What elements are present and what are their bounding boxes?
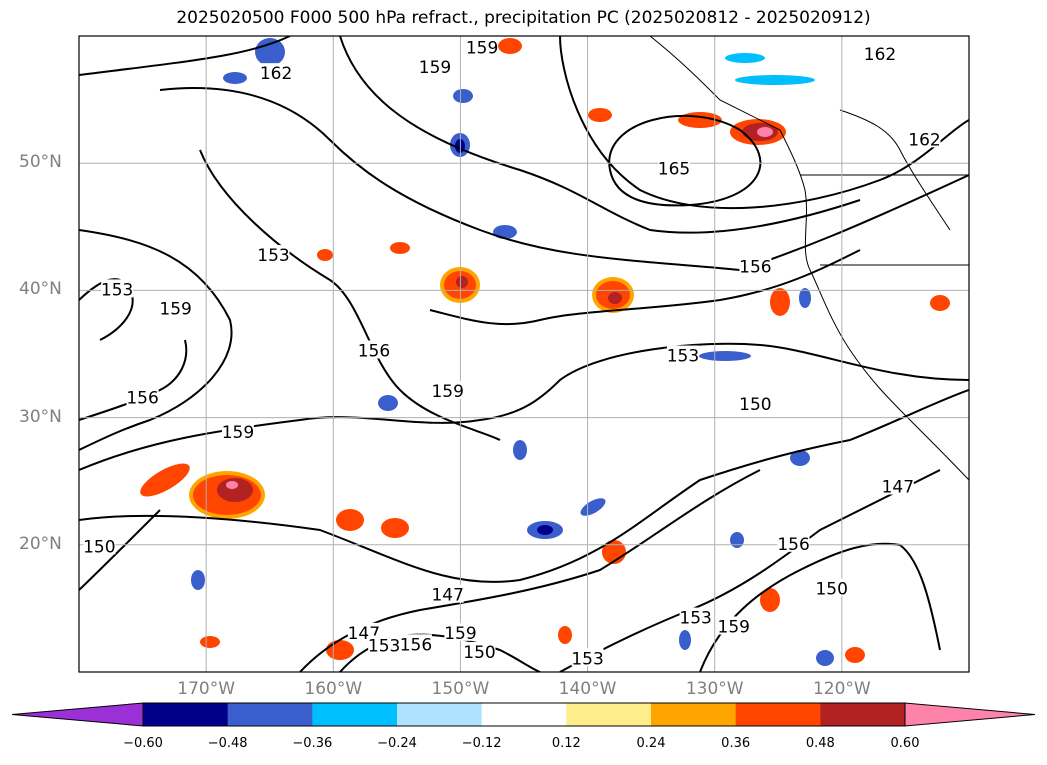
contour-label-bg — [658, 158, 691, 177]
colorbar-tick-label: 0.12 — [551, 736, 581, 751]
contour-label-bg — [221, 421, 254, 440]
contour-label-bg — [159, 298, 192, 317]
lon-tick-label: 160°W — [304, 679, 363, 699]
lon-tick-label: 130°W — [685, 679, 744, 699]
contour-label: 159 — [718, 617, 750, 637]
contour-label: 147 — [431, 586, 463, 606]
contour-label-bg — [908, 129, 941, 148]
colorbar-segment — [397, 703, 483, 726]
contour-label: 156 — [358, 341, 390, 361]
contour-label-bg — [881, 476, 914, 495]
contour-label-bg — [399, 634, 432, 653]
colorbar-extend-max — [904, 702, 1036, 727]
colorbar-tick-label: 0.24 — [636, 736, 666, 751]
contour-label: 150 — [463, 643, 495, 663]
contour-label-bg — [101, 279, 134, 298]
contour-label-bg — [444, 622, 477, 641]
contour-label-bg — [419, 56, 451, 75]
contour-label-bg — [739, 256, 772, 275]
map-gridlines — [79, 36, 969, 672]
colorbar-segment — [143, 703, 229, 726]
contour-label-bg — [739, 393, 772, 412]
contour-label: 153 — [101, 280, 133, 300]
contour-label-bg — [431, 381, 464, 400]
colorbar-extend-min — [11, 702, 144, 727]
contour-label: 162 — [864, 45, 896, 65]
colorbar-tick-label: 0.60 — [890, 736, 920, 751]
lon-tick-label: 170°W — [177, 679, 236, 699]
colorbar-tick-label: 0.36 — [721, 736, 751, 751]
contour-label: 153 — [368, 637, 400, 657]
contour-label-bg — [260, 63, 293, 82]
contour-label: 162 — [260, 64, 292, 84]
contour-label: 156 — [126, 389, 158, 409]
contour-label: 159 — [419, 58, 451, 78]
colorbar-tick-label: −0.36 — [292, 736, 333, 751]
contour-label: 159 — [466, 39, 498, 59]
contour-label: 156 — [777, 535, 809, 555]
refractivity-contours — [79, 36, 969, 672]
contour-label-bg — [666, 345, 699, 364]
contour-label: 153 — [257, 246, 289, 266]
coastlines — [649, 36, 969, 481]
colorbar-segment — [566, 703, 652, 726]
colorbar-segment — [651, 703, 737, 726]
contour-label-bg — [679, 607, 712, 626]
contour-label-bg — [717, 616, 750, 635]
colorbar-tick-label: −0.12 — [461, 736, 502, 751]
contour-label-bg — [463, 641, 496, 660]
contour-label-bg — [777, 533, 810, 552]
contour-label: 159 — [159, 299, 191, 319]
contour-label: 156 — [400, 635, 432, 655]
chart-title: 2025020500 F000 500 hPa refract., precip… — [176, 8, 871, 28]
contour-label-bg — [431, 584, 464, 603]
colorbar-segment — [312, 703, 398, 726]
contour-label: 147 — [882, 478, 914, 498]
contour-label: 156 — [739, 258, 771, 278]
contour-label-bg — [466, 37, 499, 56]
lat-tick-label: 40°N — [19, 279, 62, 300]
contour-label: 153 — [679, 609, 711, 629]
contour-label-bg — [368, 635, 401, 654]
colorbar-tick-label: −0.24 — [377, 736, 417, 751]
colorbar-tick-label: 0.48 — [805, 736, 835, 751]
contour-label: 153 — [571, 649, 603, 669]
contour-label-bg — [83, 536, 116, 555]
colorbar-segment — [227, 703, 313, 726]
contour-label: 159 — [431, 382, 463, 402]
lat-tick-label: 20°N — [19, 533, 62, 554]
contour-label: 150 — [739, 395, 771, 415]
lon-tick-label: 120°W — [812, 679, 871, 699]
contour-label: 162 — [908, 130, 940, 150]
lat-tick-label: 30°N — [19, 406, 62, 427]
lon-tick-label: 140°W — [558, 679, 617, 699]
contour-labels: 1621591591621621651531591531561561531501… — [83, 37, 941, 669]
contour-label: 150 — [815, 579, 847, 599]
colorbar-tick-label: −0.48 — [207, 736, 248, 751]
map-frame — [78, 35, 970, 673]
colorbar-segment — [735, 703, 821, 726]
precip-blobs — [140, 38, 950, 666]
lat-tick-label: 50°N — [19, 152, 62, 173]
colorbar-frame — [142, 702, 906, 727]
colorbar-segment — [481, 703, 567, 726]
contour-label-bg — [357, 340, 390, 359]
contour-label: 159 — [444, 624, 476, 644]
map-panel: 1621591591621621651531591531561561531501… — [78, 35, 970, 673]
colorbar-segment — [820, 703, 906, 726]
lon-tick-label: 150°W — [431, 679, 490, 699]
colorbar-tick-label: −0.60 — [123, 736, 163, 751]
contour-label: 159 — [222, 423, 254, 443]
contour-label-bg — [815, 578, 848, 597]
contour-label-bg — [126, 387, 159, 406]
contour-label: 150 — [83, 537, 115, 557]
contour-label: 165 — [658, 160, 690, 180]
contour-label-bg — [864, 44, 896, 63]
contour-label: 153 — [667, 347, 699, 367]
contour-label-bg — [257, 245, 290, 264]
contour-label-bg — [571, 648, 604, 667]
